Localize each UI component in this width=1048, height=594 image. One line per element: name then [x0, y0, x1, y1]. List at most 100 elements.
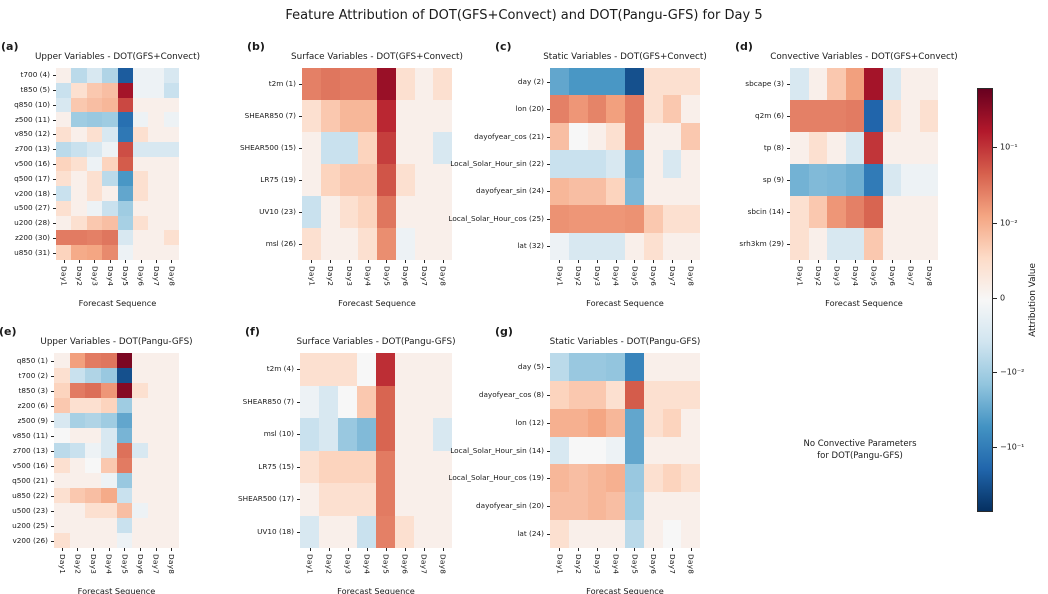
heatmap-cell — [606, 436, 625, 465]
heatmap-cell — [845, 164, 864, 196]
figure-title: Feature Attribution of DOT(GFS+Convect) … — [285, 8, 763, 23]
heatmap-cell — [163, 127, 179, 142]
heatmap-cell — [163, 458, 179, 473]
heatmap-cell — [919, 228, 938, 260]
x-axis-label: Forecast Sequence — [337, 586, 415, 594]
y-tick — [547, 366, 550, 368]
x-tick — [423, 548, 425, 551]
heatmap-cell — [69, 398, 86, 413]
col-label: Day6 — [136, 266, 146, 287]
heatmap-cell — [320, 100, 340, 132]
heatmap-cell — [132, 200, 149, 216]
heatmap-cell — [132, 141, 149, 157]
heatmap-cell — [338, 385, 357, 418]
heatmap-cell — [302, 132, 321, 164]
y-tick — [51, 525, 54, 527]
row-label: lon (12) — [515, 417, 544, 427]
heatmap-cell — [100, 458, 117, 473]
heatmap-cell — [919, 132, 938, 164]
col-label: Day4 — [362, 554, 372, 575]
heatmap-cell — [550, 408, 569, 437]
x-tick — [653, 260, 655, 263]
x-axis-label: Forecast Sequence — [77, 586, 156, 594]
row-label: sp (9) — [762, 175, 784, 184]
heatmap-cell — [132, 428, 148, 443]
heatmap-cell — [625, 492, 644, 521]
heatmap-cell — [643, 408, 663, 437]
x-tick — [836, 260, 838, 263]
heatmap-cell — [71, 200, 87, 216]
heatmap-cell — [550, 205, 569, 233]
heatmap-cell — [643, 150, 663, 178]
heatmap-cell — [414, 418, 433, 451]
heatmap-cell — [86, 127, 103, 142]
col-label: Day2 — [326, 266, 336, 287]
heatmap-cell — [414, 515, 433, 548]
x-tick — [140, 260, 142, 263]
heatmap-cell — [662, 177, 682, 206]
y-tick — [547, 422, 550, 424]
heatmap-cell — [845, 228, 864, 260]
heatmap-cell — [102, 68, 118, 83]
heatmap-cell — [681, 380, 700, 409]
heatmap-cell — [147, 518, 164, 533]
heatmap-cell — [357, 450, 376, 483]
y-tick — [297, 466, 300, 468]
heatmap-cell — [845, 68, 864, 100]
x-tick — [77, 548, 79, 551]
x-tick — [93, 548, 95, 551]
x-tick — [442, 260, 444, 263]
y-tick — [53, 104, 56, 106]
heatmap-cell — [163, 428, 179, 443]
heatmap-cell — [132, 68, 149, 83]
y-tick — [299, 116, 302, 117]
heatmap-cell — [300, 353, 319, 386]
row-label: sbcape (3) — [745, 79, 784, 88]
col-label: Day4 — [850, 266, 860, 287]
heatmap-cell — [550, 436, 569, 465]
col-label: Day7 — [151, 554, 161, 575]
heatmap-cell — [845, 196, 864, 228]
y-tick — [547, 450, 550, 452]
col-label: Day7 — [419, 266, 429, 287]
heatmap-cell — [147, 398, 164, 413]
heatmap-cell — [132, 458, 148, 473]
y-tick — [51, 465, 54, 467]
heatmap-cell — [568, 353, 588, 381]
heatmap-cell — [550, 95, 569, 123]
heatmap-cell — [147, 353, 164, 368]
y-tick — [547, 478, 550, 480]
heatmap-cell — [300, 385, 319, 418]
heatmap-cell — [163, 443, 179, 458]
heatmap-cell — [568, 408, 588, 437]
x-tick — [634, 260, 636, 263]
row-label: lon (20) — [515, 104, 544, 114]
x-tick — [386, 260, 388, 263]
row-label: q2m (6) — [754, 111, 784, 120]
heatmap-cell — [147, 458, 164, 473]
heatmap-cell — [117, 112, 133, 128]
heatmap-cell — [71, 156, 87, 172]
heatmap-cell — [163, 112, 179, 128]
row-label: v200 (18) — [14, 188, 50, 198]
heatmap-cell — [606, 380, 625, 409]
heatmap-cell — [338, 353, 357, 386]
row-label: SHEAR850 (7) — [242, 396, 294, 406]
col-label: Day7 — [667, 266, 677, 287]
row-label: t700 (4) — [20, 70, 50, 80]
x-tick — [559, 548, 561, 551]
heatmap-cell — [568, 520, 588, 548]
heatmap-cell — [163, 156, 179, 172]
heatmap-cell — [414, 196, 434, 228]
heatmap-cell — [625, 380, 644, 409]
panel-title: Surface Variables - DOT(Pangu-GFS) — [296, 337, 456, 347]
heatmap-cell — [606, 464, 625, 493]
heatmap-cell — [71, 127, 87, 142]
heatmap-cell — [845, 100, 864, 132]
heatmap-cell — [116, 383, 133, 398]
heatmap-cell — [662, 436, 682, 465]
heatmap-cell — [54, 503, 70, 518]
colorbar — [977, 88, 993, 512]
heatmap-cell — [358, 164, 377, 196]
